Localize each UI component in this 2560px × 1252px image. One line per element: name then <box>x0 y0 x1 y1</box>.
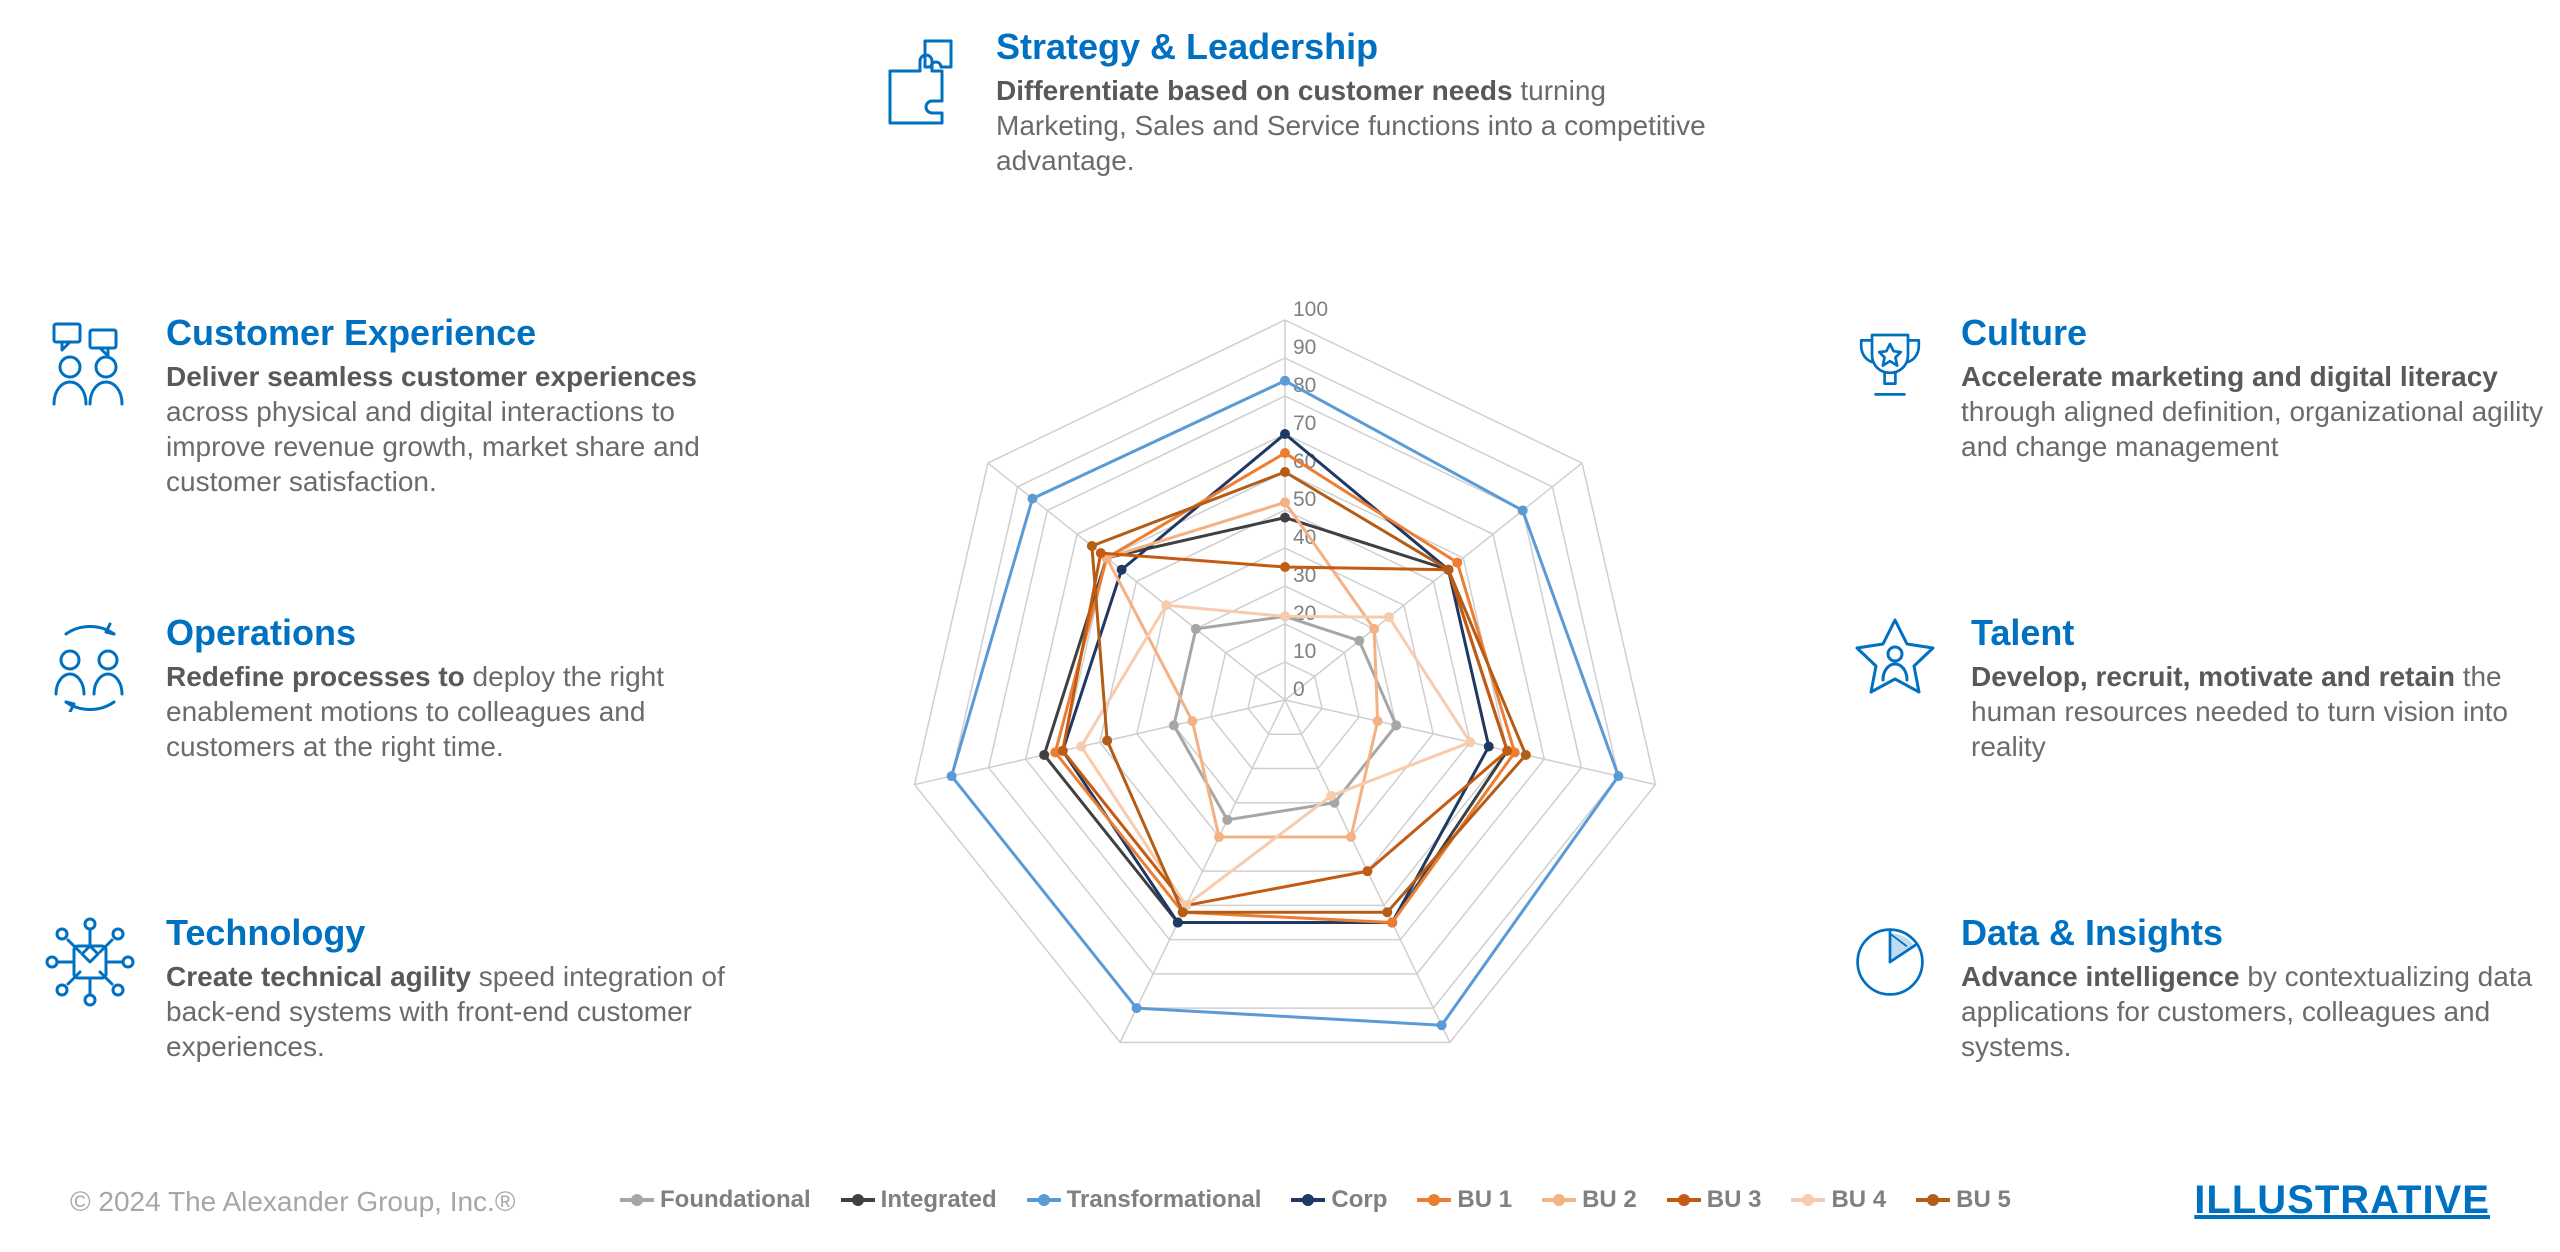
puzzle-icon <box>870 26 970 126</box>
legend-item: Foundational <box>620 1186 811 1214</box>
legend-label: BU 2 <box>1582 1186 1637 1214</box>
legend-label: BU 5 <box>1956 1186 2011 1214</box>
legend-label: Integrated <box>881 1186 997 1214</box>
trophy-icon <box>1845 312 1935 412</box>
legend-item: Transformational <box>1027 1186 1262 1214</box>
pie-chart-icon <box>1845 912 1935 1012</box>
pillar-body: Create technical agility speed integrati… <box>166 959 780 1064</box>
svg-text:70: 70 <box>1293 412 1316 435</box>
legend-item: BU 5 <box>1916 1186 2011 1214</box>
svg-text:100: 100 <box>1293 298 1328 321</box>
legend-item: BU 1 <box>1417 1186 1512 1214</box>
pillar-body: Accelerate marketing and digital literac… <box>1961 359 2560 464</box>
pillar-title: Operations <box>166 612 780 653</box>
pillar-body: Deliver seamless customer experiences ac… <box>166 359 780 499</box>
svg-text:10: 10 <box>1293 640 1316 663</box>
legend-item: BU 4 <box>1791 1186 1886 1214</box>
legend-item: BU 2 <box>1542 1186 1637 1214</box>
svg-text:90: 90 <box>1293 336 1316 359</box>
pillar-title: Customer Experience <box>166 312 780 353</box>
pillar-culture: Culture Accelerate marketing and digital… <box>1845 312 2560 464</box>
svg-text:0: 0 <box>1293 678 1305 701</box>
people-cycle-icon <box>40 612 140 712</box>
legend-label: Foundational <box>660 1186 811 1214</box>
chart-legend: Foundational Integrated Transformational Co… <box>620 1186 2011 1214</box>
pillar-title: Technology <box>166 912 780 953</box>
legend-item: BU 3 <box>1667 1186 1762 1214</box>
pillar-body: Advance intelligence by contextualizing … <box>1961 959 2560 1064</box>
legend-label: Corp <box>1331 1186 1387 1214</box>
legend-item: Corp <box>1291 1186 1387 1214</box>
legend-item: Integrated <box>841 1186 997 1214</box>
pillar-title: Culture <box>1961 312 2560 353</box>
pillar-customer-experience: Customer Experience Deliver seamless cus… <box>40 312 780 499</box>
pillar-title: Talent <box>1971 612 2560 653</box>
pillar-body: Develop, recruit, motivate and retain th… <box>1971 659 2560 764</box>
legend-label: BU 1 <box>1457 1186 1512 1214</box>
pillar-data-insights: Data & Insights Advance intelligence by … <box>1845 912 2560 1064</box>
chip-network-icon <box>40 912 140 1012</box>
pillar-operations: Operations Redefine processes to deploy … <box>40 612 780 764</box>
copyright-text: © 2024 The Alexander Group, Inc.® <box>70 1186 515 1218</box>
pillar-technology: Technology Create technical agility spee… <box>40 912 780 1064</box>
legend-label: BU 4 <box>1831 1186 1886 1214</box>
legend-label: Transformational <box>1067 1186 1262 1214</box>
people-chat-icon <box>40 312 140 412</box>
legend-label: BU 3 <box>1707 1186 1762 1214</box>
pillar-talent: Talent Develop, recruit, motivate and re… <box>1845 612 2560 764</box>
pillar-title: Strategy & Leadership <box>996 26 1730 67</box>
star-person-icon <box>1845 612 1945 712</box>
pillar-body: Redefine processes to deploy the right e… <box>166 659 780 764</box>
pillar-body: Differentiate based on customer needs tu… <box>996 73 1730 178</box>
svg-text:50: 50 <box>1293 488 1316 511</box>
illustrative-watermark: ILLUSTRATIVE <box>2194 1178 2490 1223</box>
pillar-title: Data & Insights <box>1961 912 2560 953</box>
radar-svg: 0102030405060708090100 <box>760 260 1810 1130</box>
radar-chart: 0102030405060708090100 <box>760 260 1810 1130</box>
pillar-strategy-leadership: Strategy & Leadership Differentiate base… <box>870 26 1730 178</box>
